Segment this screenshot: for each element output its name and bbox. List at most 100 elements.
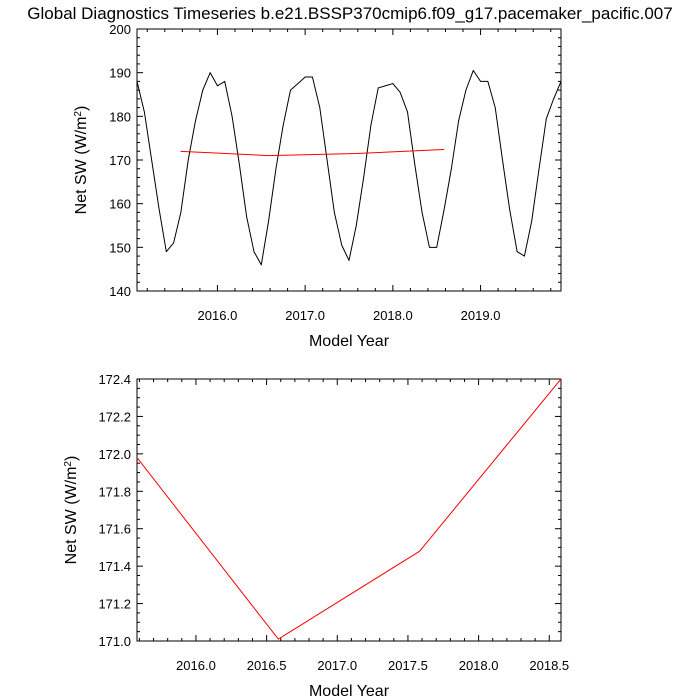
top-series-monthly-point	[319, 107, 321, 108]
top-series-monthly-point	[246, 216, 248, 218]
top-y-axis-label: Net SW (W/m2)	[73, 106, 91, 215]
bottom-y-axis-label-main: Net SW (W/m	[63, 467, 80, 565]
top-series-monthly-point	[275, 168, 277, 170]
bottom-plot-frame	[136, 378, 562, 642]
top-series-monthly-point	[458, 120, 460, 122]
top-x-axis-label: Model Year	[309, 333, 390, 350]
top-series-monthly-point	[151, 159, 153, 161]
top-y-tick-label: 190	[109, 66, 131, 81]
bottom-y-tick-label: 172.0	[98, 447, 131, 462]
top-series-monthly-point	[195, 120, 196, 122]
top-series-monthly-point	[180, 212, 182, 213]
top-series-monthly-point	[224, 81, 226, 82]
top-series-monthly-point	[429, 246, 430, 248]
top-series-monthly-point	[370, 124, 372, 126]
top-series-monthly-point	[143, 111, 145, 113]
chart-title: Global Diagnostics Timeseries b.e21.BSSP…	[27, 4, 672, 23]
top-series-monthly-point	[407, 111, 408, 113]
top-series-monthly-point	[502, 159, 503, 161]
bottom-y-tick-label: 171.6	[98, 522, 131, 537]
top-x-tick-label: 2019.0	[461, 308, 501, 323]
top-series-monthly-point	[304, 76, 306, 78]
top-series-monthly-point	[231, 115, 233, 117]
top-series-monthly-point	[377, 87, 379, 89]
top-series-monthly-point	[421, 212, 423, 213]
bottom-series-annual-point	[136, 457, 138, 458]
top-series-monthly-point	[260, 264, 262, 266]
top-series-monthly-point	[436, 246, 438, 248]
top-plot-frame	[136, 28, 562, 292]
bottom-series-annual-point	[277, 638, 279, 640]
bottom-series-annual-point	[419, 550, 421, 552]
top-series-monthly-line	[136, 69, 562, 266]
top-x-tick-label: 2016.0	[198, 308, 238, 323]
top-panel: Model Year Net SW (W/m2) 140 150 160 170 180…	[73, 22, 562, 350]
top-series-monthly-point	[538, 168, 540, 170]
top-series-annual-point	[180, 150, 182, 152]
bottom-y-tick-label: 171.2	[98, 597, 131, 612]
bottom-y-tick-label: 172.2	[98, 409, 131, 424]
top-series-annual-line	[180, 149, 445, 157]
top-series-monthly-point	[392, 83, 394, 84]
top-series-monthly-point	[312, 76, 313, 78]
top-series-annual-point	[443, 149, 445, 150]
top-y-axis-label-sup: 2	[73, 111, 84, 117]
top-series-monthly-point	[509, 209, 511, 211]
top-y-tick-label: 140	[109, 284, 131, 299]
top-series-monthly-point	[173, 242, 174, 244]
bottom-series-annual-line	[136, 378, 562, 640]
top-y-tick-label: 170	[109, 153, 131, 168]
top-series-annual-point	[355, 153, 357, 154]
bottom-y-tick-label: 171.8	[98, 484, 131, 499]
top-series-monthly-point	[494, 107, 496, 108]
bottom-y-tick-label: 171.4	[98, 559, 131, 574]
bottom-y-axis-label-sup: 2	[63, 461, 74, 467]
top-series-monthly-point	[480, 81, 481, 82]
bottom-x-axis-label: Model Year	[309, 683, 390, 700]
bottom-y-tick-label: 171.0	[98, 634, 131, 649]
top-series-monthly-point	[516, 251, 518, 253]
top-y-tick-label: 180	[109, 109, 131, 124]
top-series-monthly-point	[341, 244, 343, 246]
top-series-annual-point	[268, 155, 269, 156]
top-series-monthly-point	[253, 251, 255, 253]
top-series-monthly-point	[282, 124, 284, 126]
top-series-monthly-point	[217, 85, 218, 87]
top-y-tick-label: 150	[109, 240, 131, 255]
top-series-monthly-point	[165, 251, 167, 253]
top-x-tick-label: 2018.0	[373, 308, 413, 323]
top-series-monthly-point	[333, 212, 335, 213]
top-series-monthly-point	[187, 159, 189, 161]
top-series-monthly-point	[472, 70, 474, 71]
bottom-x-tick-label: 2016.5	[247, 658, 287, 673]
top-series-monthly-point	[560, 81, 562, 82]
top-series-monthly-point	[297, 83, 299, 84]
top-series-monthly-point	[450, 168, 452, 170]
top-series-monthly-point	[545, 118, 547, 119]
top-y-axis-label-main: Net SW (W/m	[73, 117, 90, 215]
bottom-y-tick-label: 172.4	[98, 372, 131, 387]
top-series-monthly-point	[553, 98, 555, 100]
top-series-monthly-point	[385, 85, 386, 87]
bottom-y-axis-label-close: )	[63, 456, 80, 461]
top-series-monthly-point	[355, 225, 357, 226]
top-series-monthly-point	[531, 220, 533, 222]
bottom-panel: Model Year Net SW (W/m2) 171.0 171.2 171.4…	[63, 372, 570, 700]
top-y-tick-label: 200	[109, 22, 131, 37]
bottom-x-tick-label: 2017.0	[317, 658, 357, 673]
top-series-monthly-point	[202, 89, 204, 91]
top-series-monthly-point	[268, 220, 269, 222]
top-y-axis-label-close: )	[73, 106, 90, 111]
bottom-y-axis-label: Net SW (W/m2)	[63, 456, 81, 565]
top-x-tick-label: 2017.0	[285, 308, 325, 323]
top-series-monthly-point	[136, 81, 138, 82]
bottom-x-tick-label: 2016.0	[176, 658, 216, 673]
top-series-monthly-point	[348, 260, 350, 261]
bottom-x-tick-label: 2017.5	[388, 658, 428, 673]
top-series-monthly-point	[487, 81, 489, 82]
top-series-monthly-point	[363, 177, 365, 178]
top-series-monthly-point	[326, 159, 328, 161]
top-series-monthly-point	[290, 89, 291, 91]
top-y-tick-label: 160	[109, 197, 131, 212]
